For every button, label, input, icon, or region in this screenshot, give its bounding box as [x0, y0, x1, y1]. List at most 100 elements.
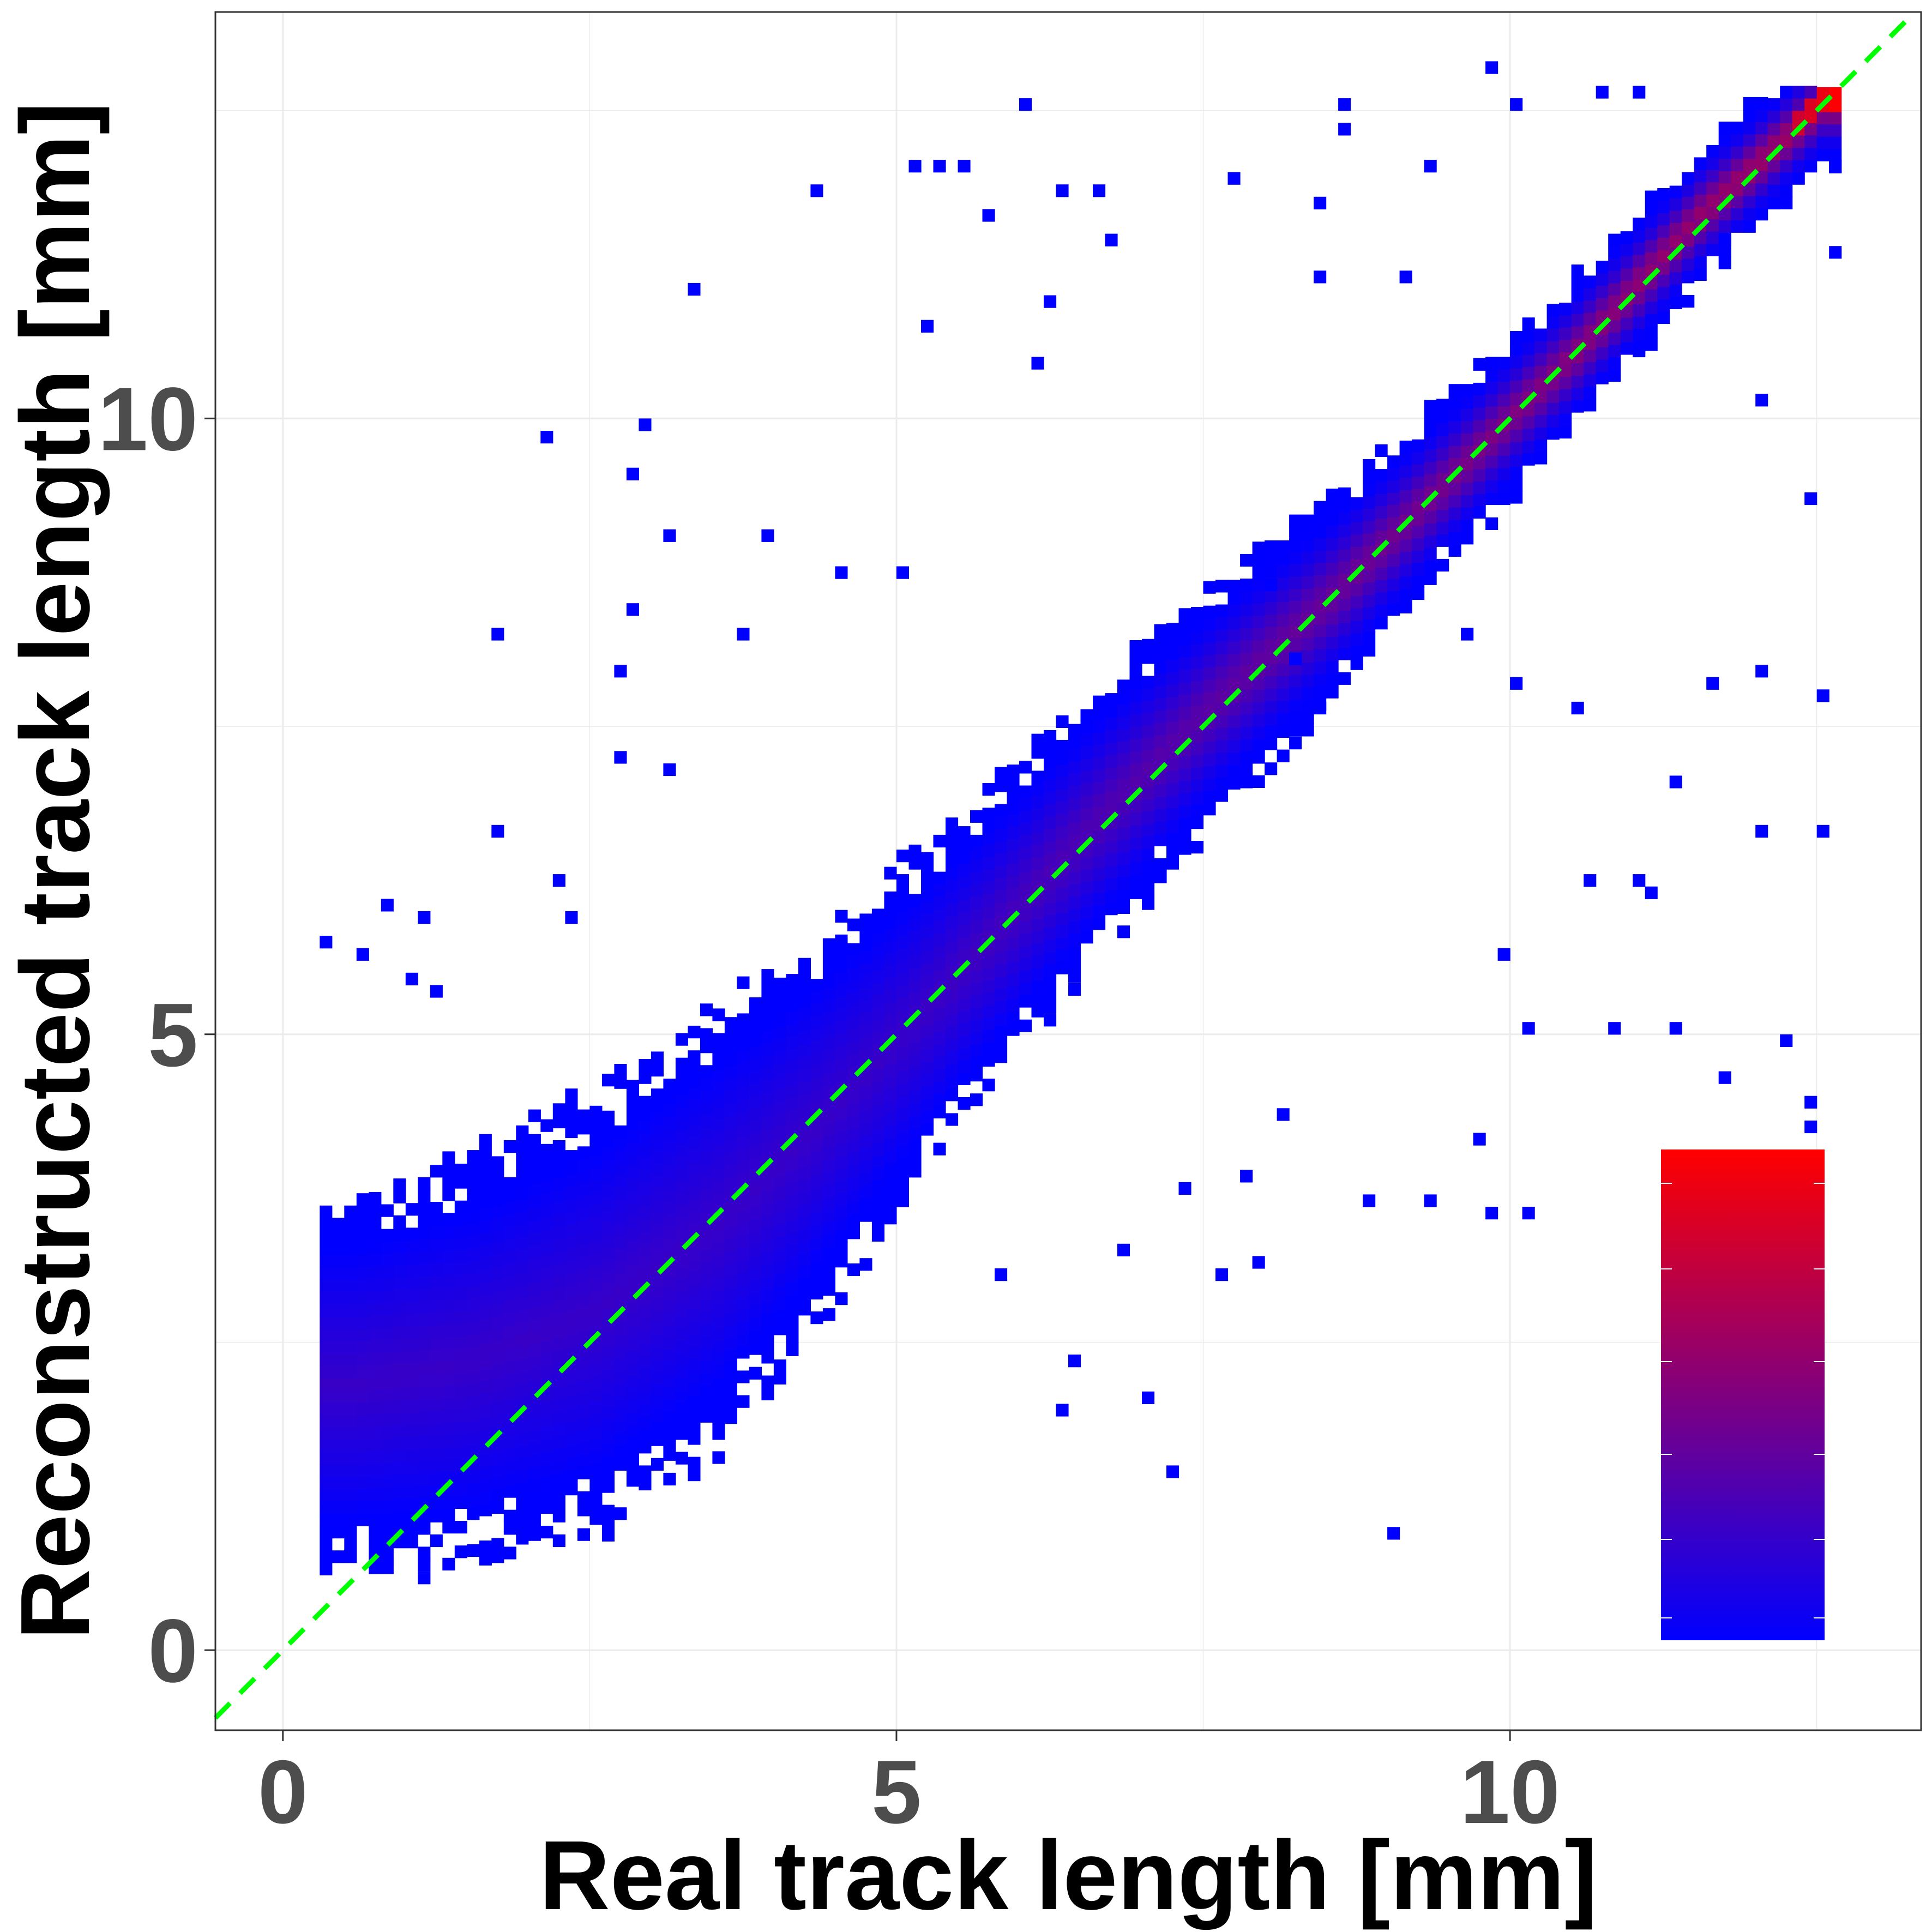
heatmap-cell — [1596, 359, 1609, 372]
heatmap-cell — [577, 1183, 590, 1196]
heatmap-cell — [479, 1158, 492, 1172]
heatmap-cell — [1314, 270, 1327, 284]
heatmap-cell — [639, 1194, 652, 1207]
heatmap-cell — [688, 1432, 701, 1445]
heatmap-cell — [405, 1437, 418, 1450]
heatmap-cell — [946, 829, 959, 842]
heatmap-cell — [1019, 921, 1032, 934]
heatmap-cell — [884, 1002, 897, 1015]
heatmap-cell — [700, 1311, 713, 1325]
heatmap-cell — [712, 1291, 725, 1305]
heatmap-cell — [1633, 267, 1646, 280]
heatmap-cell — [1056, 765, 1069, 778]
heatmap-cell — [639, 1441, 652, 1454]
heatmap-cell — [1387, 480, 1400, 493]
heatmap-cell — [712, 1169, 725, 1182]
heatmap-cell — [1571, 314, 1584, 327]
heatmap-cell — [1105, 233, 1118, 246]
heatmap-cell — [503, 1140, 516, 1153]
heatmap-cell — [344, 1255, 357, 1268]
heatmap-cell — [565, 1446, 578, 1459]
heatmap-cell — [847, 1029, 860, 1042]
heatmap-cell — [1657, 286, 1670, 299]
heatmap-cell — [589, 1118, 603, 1131]
heatmap-cell — [344, 1291, 357, 1305]
heatmap-cell — [896, 1009, 909, 1022]
heatmap-cell — [356, 1242, 369, 1255]
heatmap-cell — [1215, 653, 1229, 666]
heatmap-cell — [454, 1521, 467, 1534]
heatmap-cell — [761, 981, 774, 994]
heatmap-cell — [651, 1051, 664, 1064]
heatmap-cell — [1399, 477, 1412, 490]
heatmap-cell — [712, 1304, 725, 1317]
heatmap-cell — [589, 1142, 603, 1155]
heatmap-cell — [933, 1007, 946, 1020]
heatmap-cell — [1068, 822, 1081, 835]
heatmap-cell — [651, 1224, 664, 1237]
heatmap-cell — [1645, 227, 1658, 240]
heatmap-cell — [1620, 342, 1633, 355]
heatmap-cell — [1375, 567, 1388, 580]
heatmap-cell — [724, 1288, 737, 1301]
heatmap-cell — [1265, 565, 1278, 578]
heatmap-cell — [1424, 437, 1437, 450]
heatmap-cell — [418, 1399, 431, 1412]
heatmap-cell — [577, 1220, 590, 1233]
heatmap-cell — [1375, 580, 1388, 593]
heatmap-cell — [381, 1253, 394, 1267]
heatmap-cell — [1436, 497, 1449, 510]
heatmap-cell — [589, 1179, 603, 1193]
heatmap-cell — [1215, 765, 1229, 778]
heatmap-cell — [503, 1472, 516, 1486]
heatmap-cell — [405, 1265, 418, 1278]
heatmap-cell — [503, 1288, 516, 1301]
heatmap-cell — [970, 896, 983, 909]
heatmap-cell — [1203, 691, 1216, 705]
heatmap-cell — [871, 921, 884, 934]
heatmap-cell — [381, 1401, 394, 1415]
heatmap-cell — [418, 1374, 431, 1387]
heatmap-cell — [688, 1185, 701, 1199]
heatmap-cell — [688, 1062, 701, 1075]
heatmap-cell — [1166, 660, 1179, 673]
heatmap-cell — [1767, 172, 1780, 185]
heatmap-cell — [1203, 630, 1216, 643]
heatmap-cell — [589, 1290, 603, 1303]
heatmap-cell — [479, 1343, 492, 1356]
heatmap-cell — [1240, 553, 1253, 567]
heatmap-cell — [1436, 423, 1449, 436]
heatmap-cell — [1240, 579, 1253, 592]
heatmap-cell — [1252, 566, 1265, 579]
heatmap-cell — [565, 1162, 578, 1175]
heatmap-cell — [1338, 487, 1351, 501]
heatmap-cell — [724, 1399, 737, 1412]
heatmap-cell — [430, 1165, 443, 1178]
heatmap-cell — [1019, 884, 1032, 897]
heatmap-cell — [1056, 777, 1069, 790]
heatmap-cell — [356, 1513, 369, 1526]
heatmap-cell — [1068, 921, 1081, 934]
heatmap-cell — [749, 1207, 762, 1220]
heatmap-cell — [822, 1012, 835, 1025]
heatmap-cell — [1718, 158, 1731, 171]
heatmap-cell — [810, 1139, 823, 1152]
heatmap-cell — [1522, 1207, 1535, 1220]
heatmap-cell — [1387, 492, 1400, 505]
heatmap-cell — [773, 1261, 786, 1274]
heatmap-cell — [344, 1415, 357, 1428]
heatmap-cell — [430, 1325, 443, 1338]
heatmap-cell — [614, 1371, 627, 1385]
heatmap-cell — [1485, 455, 1498, 468]
heatmap-cell — [1129, 652, 1142, 665]
heatmap-cell — [798, 1290, 811, 1303]
heatmap-cell — [1522, 453, 1535, 466]
heatmap-cell — [822, 1172, 835, 1185]
heatmap-cell — [1792, 172, 1805, 185]
heatmap-cell — [626, 1277, 639, 1290]
heatmap-cell — [1031, 746, 1044, 759]
heatmap-cell — [933, 834, 946, 848]
heatmap-cell — [1633, 86, 1646, 99]
heatmap-cell — [589, 1105, 603, 1118]
heatmap-cell — [503, 1546, 516, 1560]
